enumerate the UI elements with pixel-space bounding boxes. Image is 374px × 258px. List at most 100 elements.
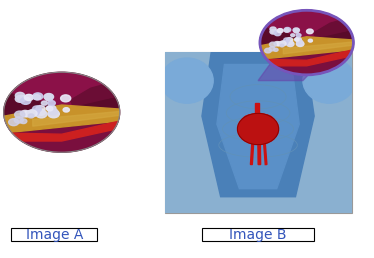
Circle shape — [307, 29, 313, 34]
Bar — [165, 52, 352, 213]
Polygon shape — [33, 111, 120, 126]
Ellipse shape — [161, 58, 213, 103]
Circle shape — [284, 38, 289, 42]
Circle shape — [297, 40, 303, 44]
Circle shape — [33, 93, 43, 100]
Circle shape — [46, 106, 53, 110]
Circle shape — [294, 29, 298, 32]
Circle shape — [260, 10, 353, 75]
Circle shape — [286, 42, 294, 46]
FancyArrow shape — [254, 124, 258, 129]
Circle shape — [255, 115, 274, 128]
FancyArrow shape — [252, 126, 258, 129]
FancyArrow shape — [255, 103, 259, 122]
Circle shape — [308, 39, 312, 42]
Circle shape — [277, 42, 282, 46]
Polygon shape — [260, 37, 353, 59]
Circle shape — [242, 115, 261, 128]
Circle shape — [20, 119, 27, 124]
Circle shape — [269, 47, 275, 51]
Polygon shape — [4, 121, 120, 141]
Text: Image A: Image A — [25, 228, 83, 242]
Circle shape — [272, 29, 277, 33]
Bar — [202, 228, 314, 241]
Circle shape — [20, 110, 30, 117]
Circle shape — [279, 41, 286, 46]
Circle shape — [36, 106, 45, 112]
Circle shape — [293, 28, 300, 32]
Circle shape — [33, 106, 42, 112]
Circle shape — [46, 107, 53, 111]
Circle shape — [44, 93, 53, 100]
Circle shape — [27, 110, 34, 115]
Circle shape — [47, 105, 56, 111]
Circle shape — [24, 111, 32, 117]
Circle shape — [274, 31, 281, 36]
Circle shape — [15, 92, 25, 99]
Circle shape — [294, 30, 299, 33]
Polygon shape — [202, 52, 314, 197]
Circle shape — [46, 96, 52, 101]
Polygon shape — [4, 105, 120, 133]
Circle shape — [28, 114, 34, 118]
Circle shape — [270, 27, 276, 31]
Polygon shape — [260, 10, 353, 38]
Circle shape — [48, 101, 55, 106]
Circle shape — [33, 95, 41, 100]
FancyArrow shape — [258, 126, 264, 129]
Circle shape — [17, 95, 26, 101]
Polygon shape — [4, 122, 120, 152]
Text: Image B: Image B — [229, 228, 287, 242]
Circle shape — [287, 41, 293, 45]
FancyArrow shape — [263, 140, 267, 165]
Circle shape — [286, 38, 293, 42]
Polygon shape — [260, 51, 353, 75]
Circle shape — [284, 29, 289, 32]
Polygon shape — [217, 64, 299, 189]
Circle shape — [274, 42, 280, 46]
Bar — [11, 228, 97, 241]
Circle shape — [296, 34, 301, 37]
Circle shape — [4, 72, 120, 152]
Circle shape — [61, 95, 71, 102]
Circle shape — [36, 110, 47, 118]
Circle shape — [284, 28, 291, 32]
FancyArrow shape — [258, 124, 263, 129]
Circle shape — [9, 119, 19, 126]
Circle shape — [48, 108, 58, 115]
Circle shape — [291, 34, 295, 37]
Polygon shape — [283, 42, 353, 54]
Circle shape — [273, 48, 278, 51]
Circle shape — [264, 48, 271, 53]
Circle shape — [280, 44, 284, 47]
Circle shape — [270, 30, 276, 34]
Polygon shape — [260, 50, 353, 66]
Polygon shape — [4, 72, 120, 106]
Circle shape — [42, 101, 47, 105]
Circle shape — [45, 95, 52, 99]
Bar — [165, 52, 352, 213]
Circle shape — [269, 42, 276, 47]
Ellipse shape — [303, 58, 355, 103]
Circle shape — [24, 94, 33, 101]
FancyArrow shape — [251, 140, 254, 165]
Circle shape — [37, 109, 45, 115]
Circle shape — [30, 109, 39, 116]
Circle shape — [48, 110, 59, 118]
Circle shape — [282, 41, 288, 45]
Circle shape — [63, 108, 70, 112]
Circle shape — [279, 41, 284, 45]
Polygon shape — [70, 80, 120, 106]
Circle shape — [14, 117, 23, 123]
Circle shape — [21, 97, 31, 104]
Circle shape — [27, 110, 37, 117]
Circle shape — [15, 111, 25, 118]
Circle shape — [295, 38, 299, 41]
Ellipse shape — [237, 114, 279, 144]
Circle shape — [296, 41, 304, 46]
Polygon shape — [258, 59, 311, 80]
Circle shape — [277, 29, 283, 33]
Circle shape — [295, 38, 299, 41]
Polygon shape — [314, 17, 353, 38]
FancyArrow shape — [258, 140, 261, 165]
